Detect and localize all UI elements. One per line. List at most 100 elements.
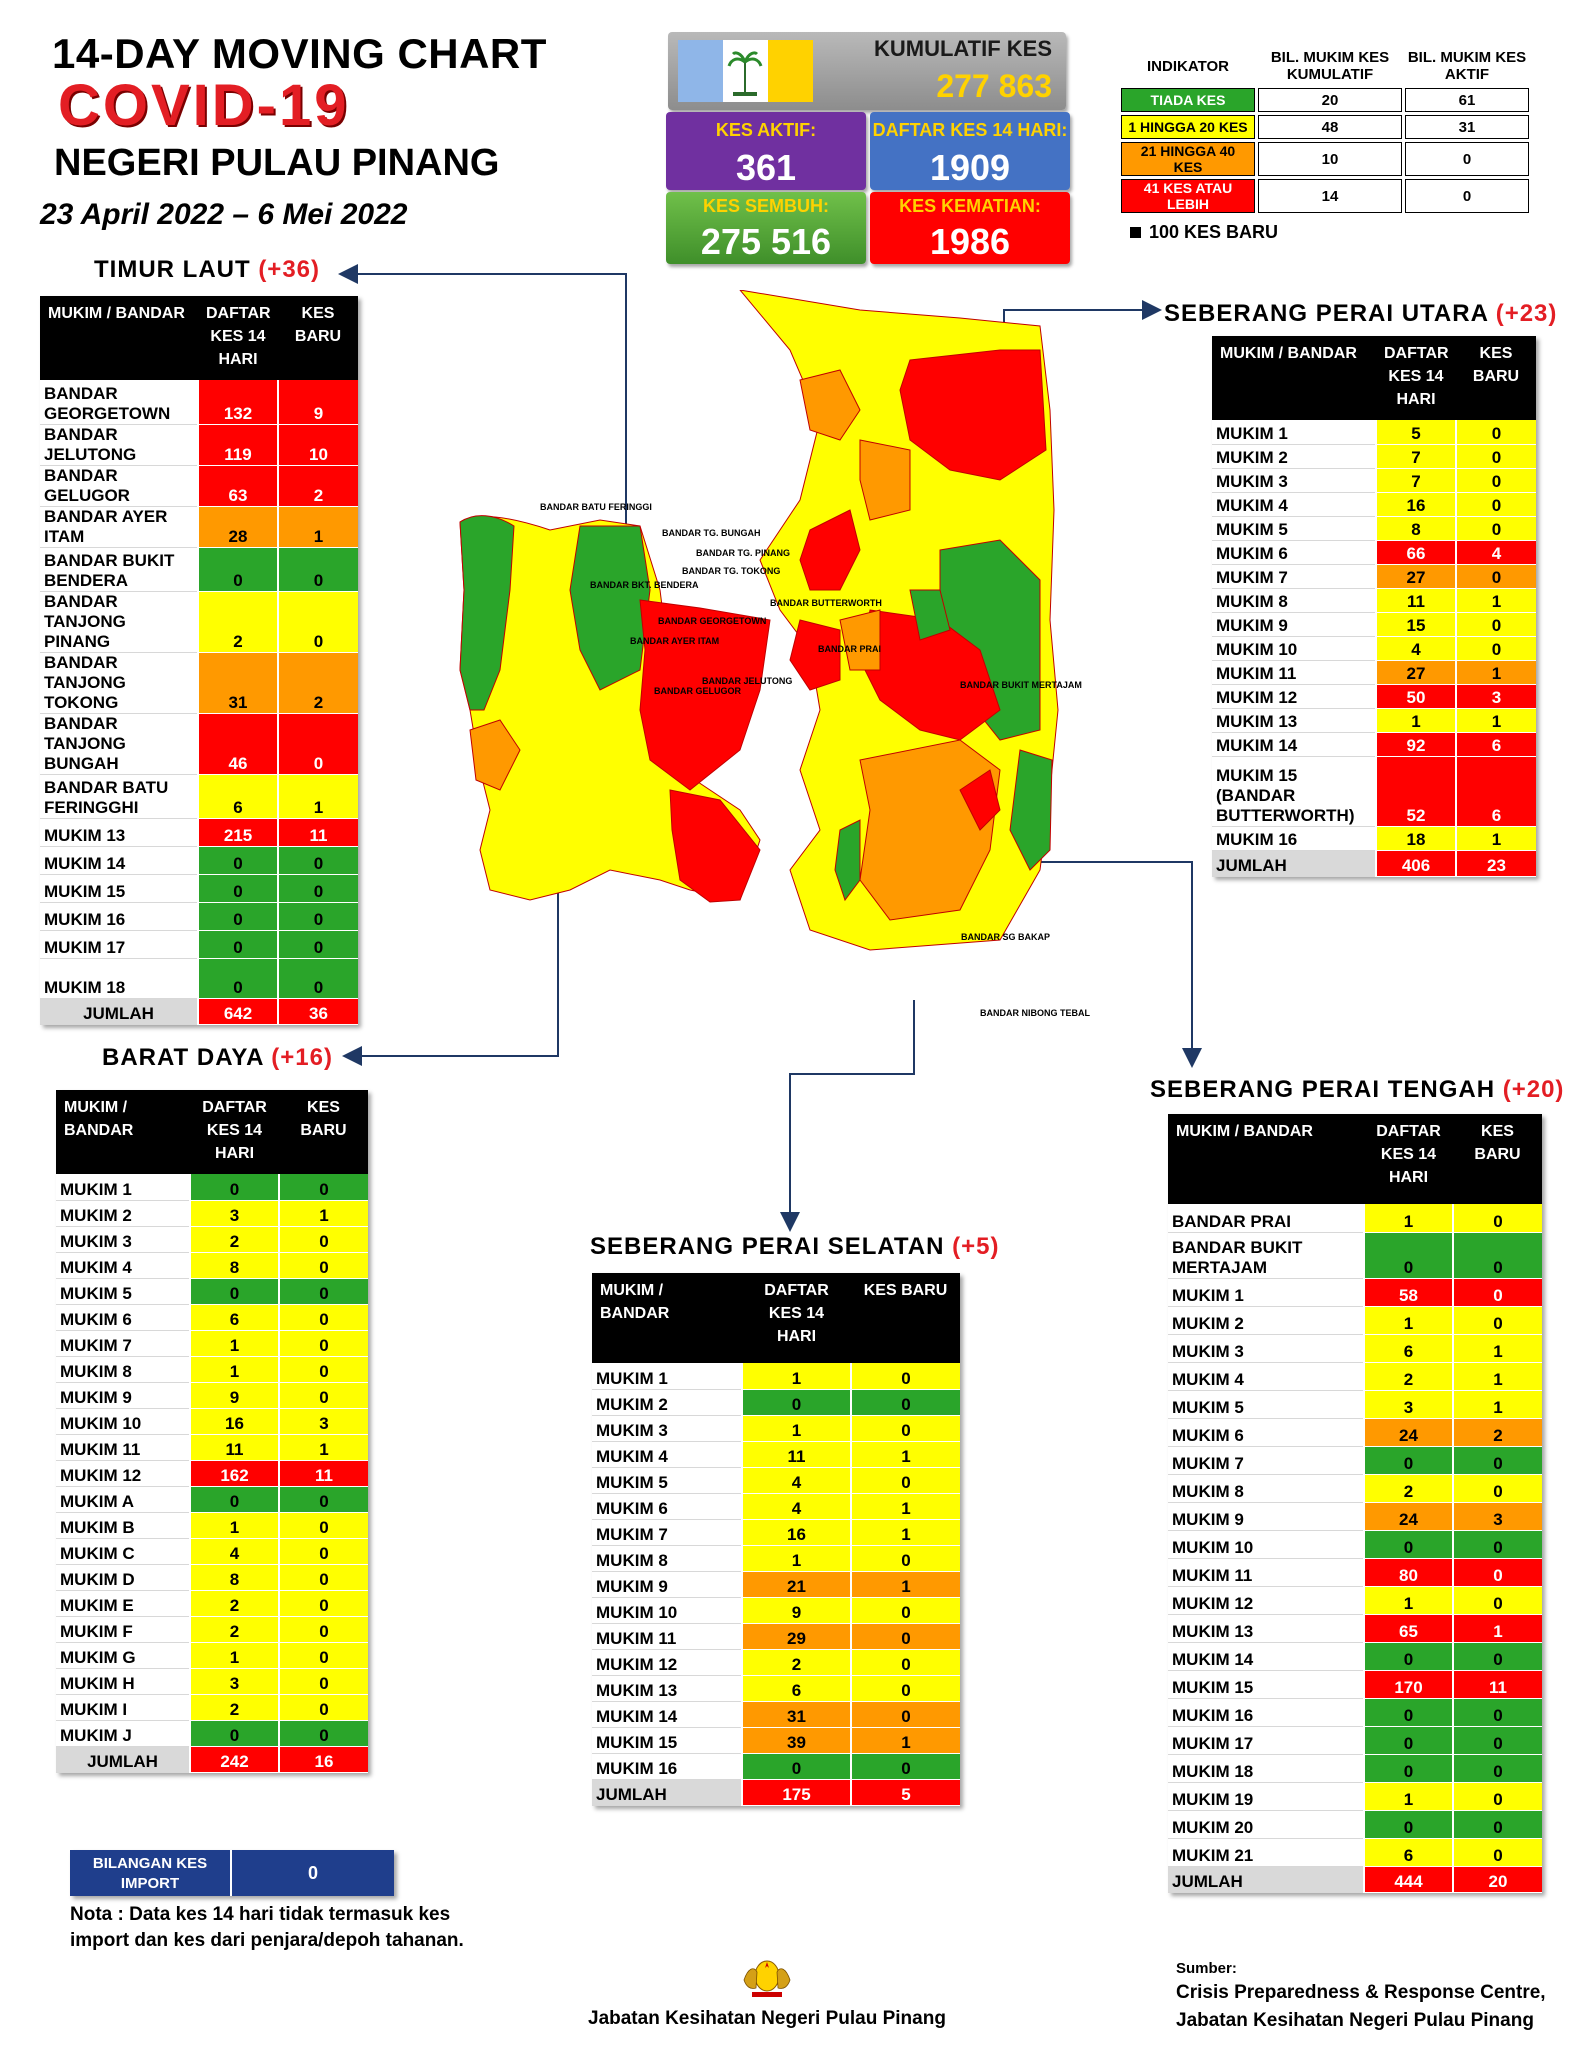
- row-name: MUKIM 5: [1168, 1390, 1364, 1419]
- row-name: MUKIM 13: [1212, 708, 1376, 733]
- row-kes-baru: 0: [850, 1649, 960, 1676]
- row-name: MUKIM 6: [1212, 540, 1376, 565]
- table-row: MUKIM 12 2 0: [592, 1649, 960, 1676]
- map-label-bukit-bendera: BANDAR BKT. BENDERA: [590, 580, 699, 590]
- map-label-nibong-tebal: BANDAR NIBONG TEBAL: [980, 1008, 1090, 1018]
- indicator-row: 41 KES ATAU LEBIH 14 0: [1121, 179, 1529, 213]
- row-name: MUKIM 18: [40, 958, 198, 999]
- row-kes-baru: 4: [1455, 540, 1536, 565]
- row-kes-baru: 0: [277, 902, 358, 931]
- row-kes-baru: 0: [278, 1330, 368, 1357]
- row-daftar-14: 1: [1363, 1204, 1453, 1233]
- row-daftar-14: 16: [189, 1408, 279, 1435]
- table-row: BANDAR PRAI 1 0: [1168, 1204, 1542, 1233]
- row-name: MUKIM 2: [1168, 1306, 1364, 1335]
- row-name: MUKIM 8: [1168, 1474, 1364, 1503]
- row-kes-baru: 0: [278, 1642, 368, 1669]
- map-label-georgetown: BANDAR GEORGETOWN: [658, 616, 766, 626]
- indicator-kumulatif: 20: [1258, 88, 1402, 112]
- row-name: MUKIM 10: [1212, 636, 1376, 661]
- row-kes-baru: 1: [850, 1493, 960, 1520]
- table-sps: MUKIM / BANDAR DAFTAR KES 14 HARI KES BARU…: [592, 1273, 960, 1806]
- table-row: MUKIM 11 80 0: [1168, 1558, 1542, 1587]
- table-row: MUKIM 16 0 0: [592, 1753, 960, 1780]
- row-daftar-14: 21: [741, 1571, 851, 1598]
- row-kes-baru: 0: [278, 1512, 368, 1539]
- row-kes-baru: 2: [277, 652, 358, 714]
- total-kes-baru: 16: [278, 1746, 368, 1773]
- row-daftar-14: 2: [197, 591, 278, 653]
- table-row: MUKIM 10 9 0: [592, 1597, 960, 1624]
- row-name: MUKIM 1: [1168, 1278, 1364, 1307]
- heading-barat-daya: BARAT DAYA (+16): [102, 1044, 333, 1072]
- row-name: MUKIM 3: [56, 1226, 190, 1253]
- row-name: MUKIM 10: [592, 1597, 742, 1624]
- heading-spu-delta: (+23): [1495, 300, 1558, 327]
- table-row: MUKIM 19 1 0: [1168, 1782, 1542, 1811]
- table-row: MUKIM 7 16 1: [592, 1519, 960, 1546]
- table-row: MUKIM 18 0 0: [1168, 1754, 1542, 1783]
- row-name: MUKIM 14: [592, 1701, 742, 1728]
- indicator-category: 41 KES ATAU LEBIH: [1121, 179, 1255, 213]
- header-daftar-14: DAFTAR KES 14 HARI: [742, 1273, 851, 1363]
- table-row: BANDAR GELUGOR 63 2: [40, 465, 358, 507]
- map-label-prai: BANDAR PRAI: [818, 644, 881, 654]
- row-kes-baru: 0: [1455, 564, 1536, 589]
- row-kes-baru: 0: [850, 1389, 960, 1416]
- row-kes-baru: 0: [278, 1278, 368, 1305]
- row-kes-baru: 0: [850, 1753, 960, 1780]
- footer-dept: Jabatan Kesihatan Negeri Pulau Pinang: [588, 2008, 946, 2029]
- note-text: Nota : Data kes 14 hari tidak termasuk k…: [70, 1904, 464, 1951]
- row-daftar-14: 52: [1375, 756, 1456, 827]
- table-row: MUKIM 9 15 0: [1212, 612, 1536, 637]
- row-name: BANDAR BATU FERINGGHI: [40, 774, 198, 819]
- row-name: MUKIM 20: [1168, 1810, 1364, 1839]
- legend-square-icon: [1130, 227, 1141, 238]
- row-daftar-14: 4: [189, 1538, 279, 1565]
- row-daftar-14: 63: [197, 465, 278, 507]
- row-daftar-14: 0: [189, 1720, 279, 1747]
- row-kes-baru: 0: [277, 713, 358, 775]
- penang-map: BANDAR BATU FERINGGI BANDAR TG. BUNGAH B…: [459, 290, 1090, 1018]
- kes-sembuh-label: KES SEMBUH:: [702, 196, 829, 216]
- row-daftar-14: 66: [1375, 540, 1456, 565]
- row-daftar-14: 28: [197, 506, 278, 548]
- table-row: MUKIM 10 16 3: [56, 1408, 368, 1435]
- map-mainland-orange-spt: [839, 609, 881, 671]
- row-kes-baru: 0: [278, 1564, 368, 1591]
- row-kes-baru: 0: [1455, 636, 1536, 661]
- row-daftar-14: 0: [189, 1174, 279, 1201]
- row-name: MUKIM E: [56, 1590, 190, 1617]
- heading-sps-delta: (+5): [952, 1233, 1000, 1260]
- import-box: BILANGAN KES IMPORT 0: [70, 1850, 394, 1896]
- row-name: MUKIM 6: [1168, 1418, 1364, 1447]
- total-kes-baru: 20: [1452, 1866, 1542, 1893]
- table-header-row: MUKIM / BANDAR DAFTAR KES 14 HARI KES BARU: [1212, 336, 1536, 420]
- row-kes-baru: 0: [277, 930, 358, 959]
- row-name: BANDAR PRAI: [1168, 1204, 1364, 1233]
- row-kes-baru: 1: [1455, 708, 1536, 733]
- map-mainland-green-spt2: [909, 589, 951, 641]
- row-kes-baru: 0: [850, 1597, 960, 1624]
- row-kes-baru: 0: [1452, 1530, 1542, 1559]
- map-label-tg-pinang: BANDAR TG. PINANG: [696, 548, 790, 558]
- row-daftar-14: 1: [189, 1512, 279, 1539]
- row-kes-baru: 0: [1452, 1278, 1542, 1307]
- row-name: MUKIM G: [56, 1642, 190, 1669]
- heading-barat-daya-title: BARAT DAYA: [102, 1044, 264, 1071]
- row-kes-baru: 0: [278, 1174, 368, 1201]
- row-kes-baru: 0: [277, 874, 358, 903]
- row-name: MUKIM 4: [1168, 1362, 1364, 1391]
- header-daftar-14: DAFTAR KES 14 HARI: [1376, 336, 1456, 420]
- row-name: MUKIM 6: [592, 1493, 742, 1520]
- total-label: JUMLAH: [56, 1746, 190, 1773]
- row-kes-baru: 0: [1452, 1446, 1542, 1475]
- table-row: MUKIM 12 162 11: [56, 1460, 368, 1487]
